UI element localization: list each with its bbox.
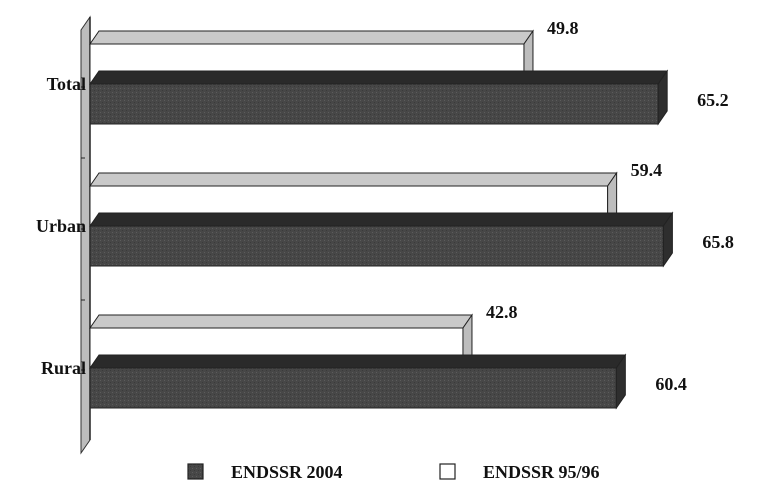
- category-label-total: Total: [47, 74, 86, 94]
- category-label-urban: Urban: [36, 216, 86, 236]
- legend-label: ENDSSR 2004: [231, 462, 343, 482]
- legend-swatch: [187, 463, 204, 480]
- legend: ENDSSR 2004 ENDSSR 95/96: [187, 462, 600, 482]
- value-label-rural-endssr-95-96: 42.8: [486, 302, 518, 322]
- category-label-rural: Rural: [41, 358, 86, 378]
- value-label-urban-endssr-95-96: 59.4: [631, 160, 663, 180]
- legend-item-endssr-95-96: ENDSSR 95/96: [439, 462, 600, 482]
- value-label-total-endssr-95-96: 49.8: [547, 18, 579, 38]
- value-label-urban-endssr-2004: 65.8: [702, 232, 734, 252]
- legend-label: ENDSSR 95/96: [483, 462, 600, 482]
- bars: [89, 29, 674, 410]
- labels: Total Urban Rural 49.8 65.2 59.4 65.8 42.8 60.4: [36, 18, 734, 394]
- legend-swatch: [439, 463, 456, 480]
- value-label-total-endssr-2004: 65.2: [697, 90, 729, 110]
- bar-rural-endssr-2004: [89, 353, 627, 410]
- legend-item-endssr-2004: ENDSSR 2004: [187, 462, 343, 482]
- bar-total-endssr-2004: [89, 69, 669, 126]
- bar-urban-endssr-2004: [89, 211, 674, 268]
- value-label-rural-endssr-2004: 60.4: [655, 374, 687, 394]
